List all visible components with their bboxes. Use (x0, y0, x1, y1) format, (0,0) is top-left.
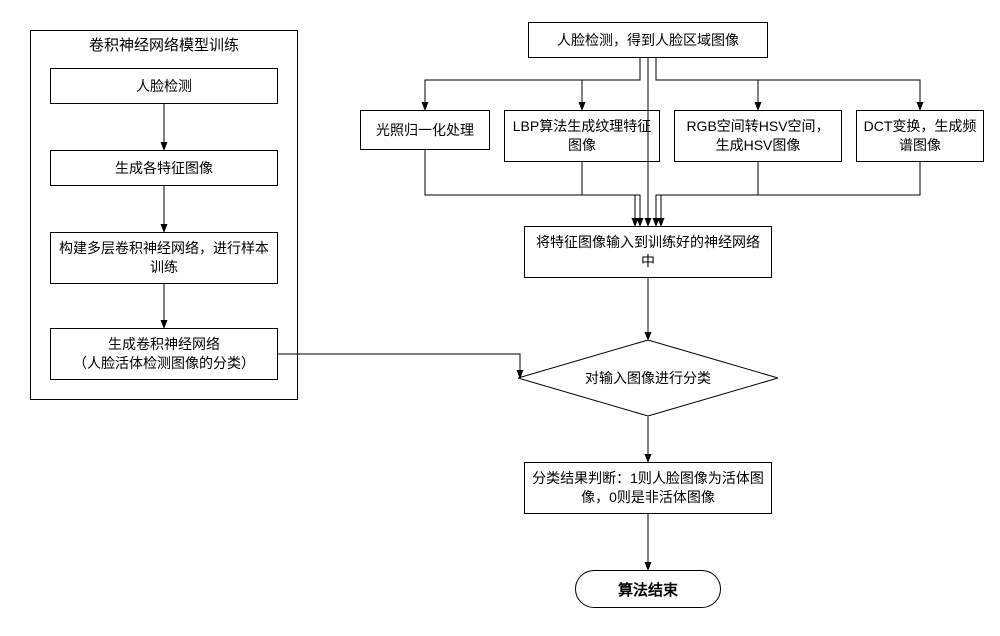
node-illumination: 光照归一化处理 (360, 110, 490, 150)
node-gen-features: 生成各特征图像 (50, 150, 278, 186)
node-build-cnn: 构建多层卷积神经网络，进行样本训练 (50, 232, 278, 284)
node-feed-network: 将特征图像输入到训练好的神经网络中 (524, 226, 772, 278)
node-face-detect-train: 人脸检测 (50, 68, 278, 104)
terminator-end: 算法结束 (575, 570, 721, 608)
node-hsv: RGB空间转HSV空间，生成HSV图像 (674, 110, 842, 162)
node-lbp: LBP算法生成纹理特征图像 (504, 110, 660, 162)
node-dct: DCT变换，生成频谱图像 (856, 110, 984, 162)
node-result: 分类结果判断：1则人脸图像为活体图像，0则是非活体图像 (524, 462, 772, 514)
decision-classify: 对输入图像进行分类 (518, 340, 778, 416)
training-container-title: 卷积神经网络模型训练 (30, 34, 298, 55)
decision-label: 对输入图像进行分类 (518, 340, 778, 416)
node-face-detect: 人脸检测，得到人脸区域图像 (528, 22, 768, 58)
node-output-cnn: 生成卷积神经网络 （人脸活体检测图像的分类） (50, 328, 278, 380)
